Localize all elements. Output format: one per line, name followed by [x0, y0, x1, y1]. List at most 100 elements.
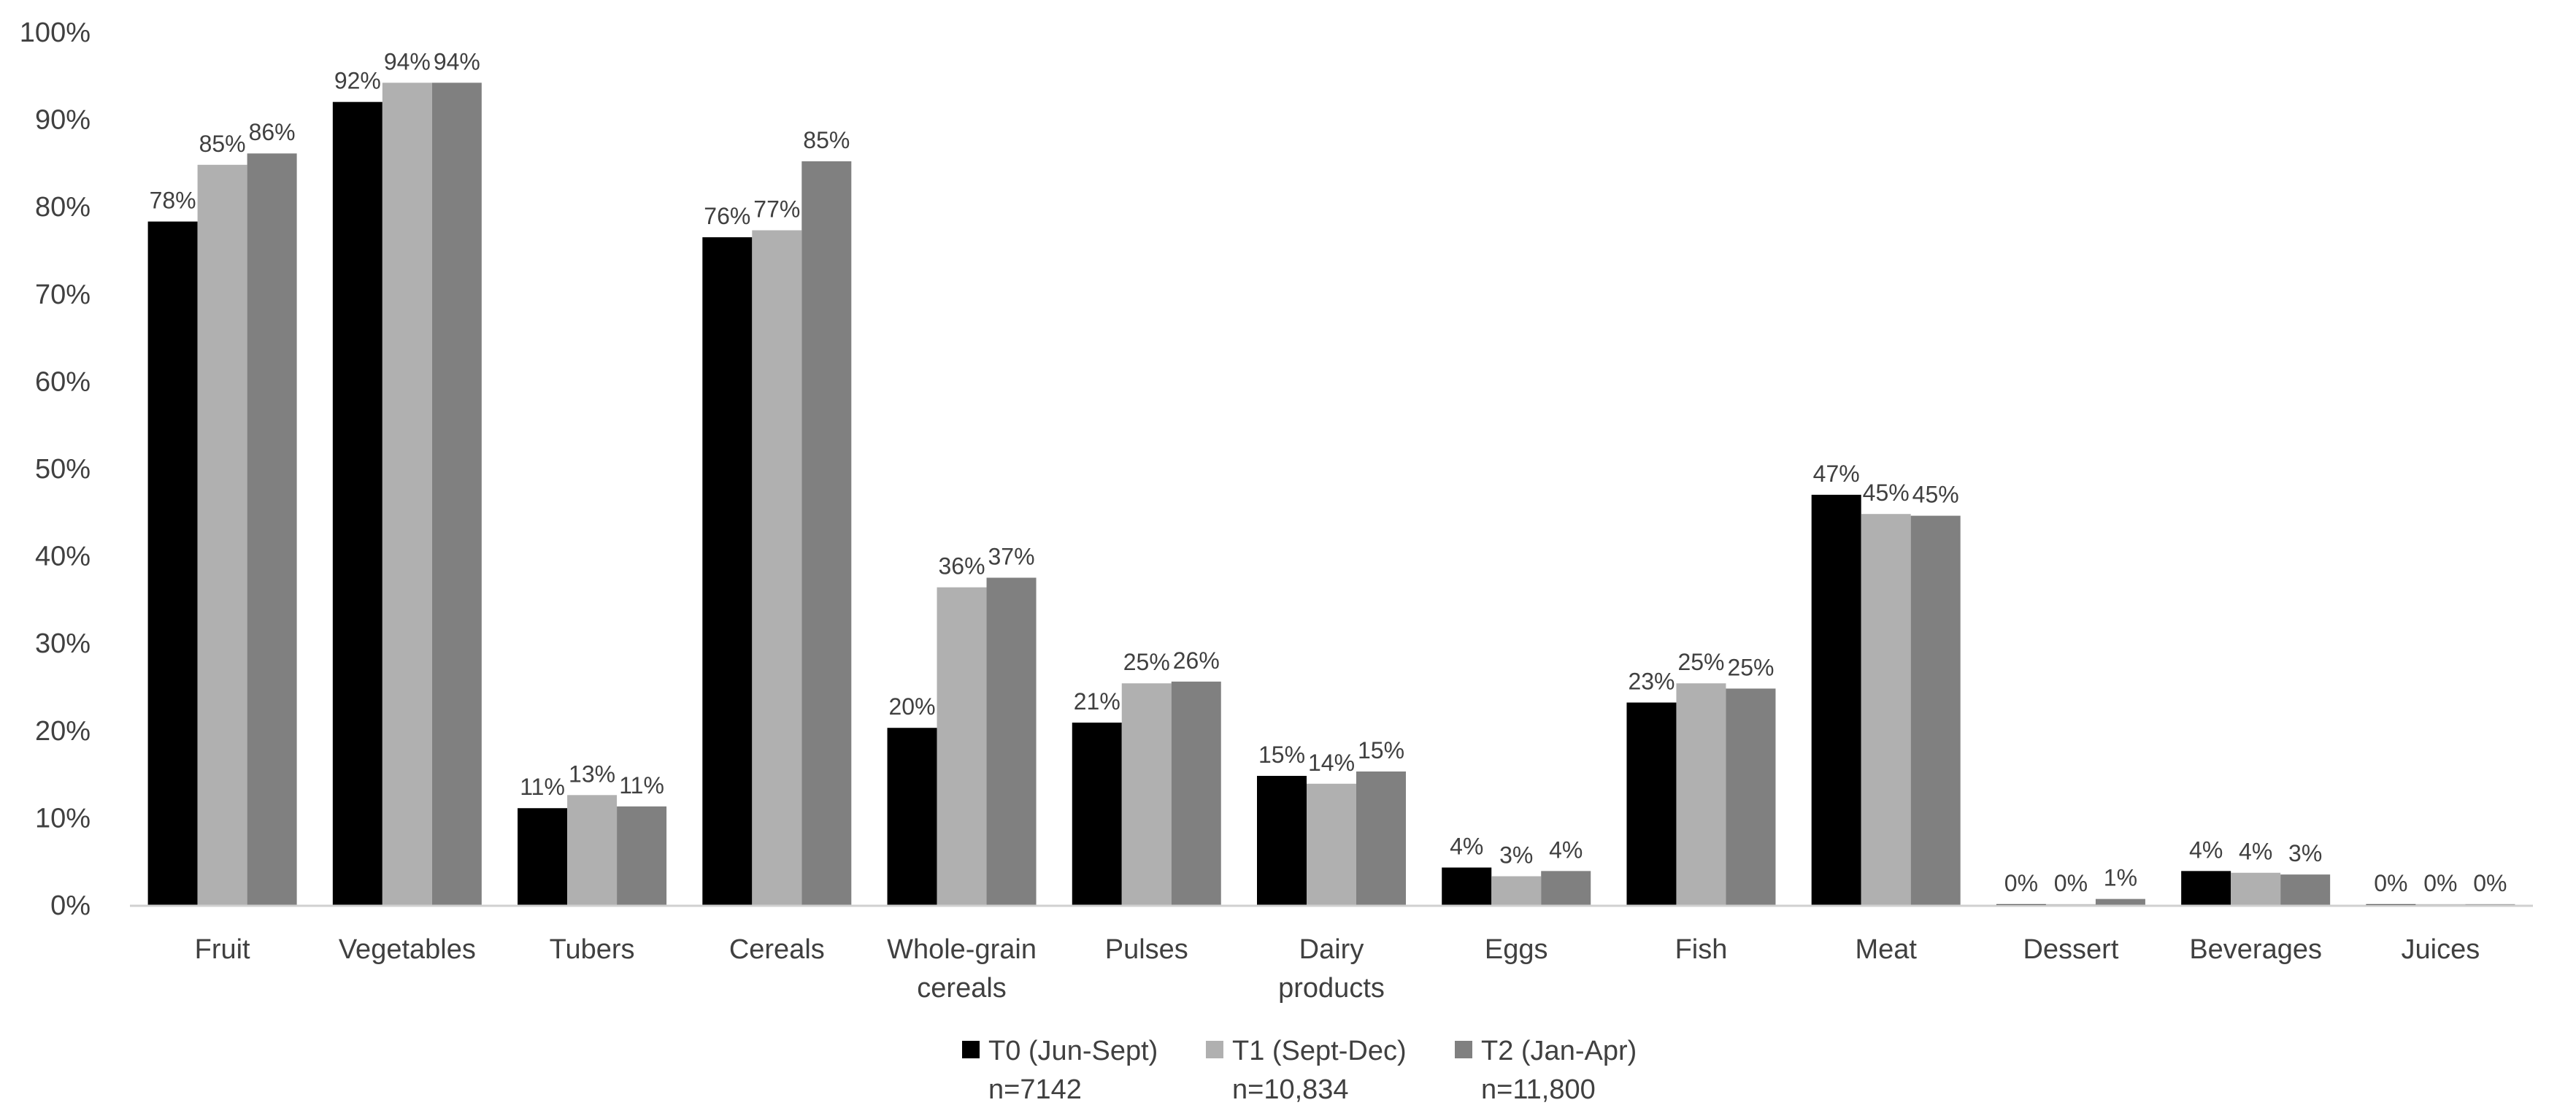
bar — [1861, 514, 1911, 905]
y-tick-label: 50% — [35, 454, 91, 485]
bar — [567, 795, 618, 905]
bar — [2415, 904, 2466, 905]
x-tick-label: Eggs — [1485, 934, 1548, 965]
x-tick-label: Whole-grain — [887, 934, 1037, 965]
bar — [1307, 783, 1356, 905]
x-tick-label: Cereals — [729, 934, 825, 965]
bar — [2181, 871, 2231, 905]
data-label: 4% — [2189, 836, 2223, 863]
data-label: 77% — [753, 196, 800, 222]
bar — [1996, 904, 2046, 905]
bar — [1356, 771, 1406, 905]
x-tick-label: products — [1278, 973, 1385, 1004]
data-label: 3% — [1499, 842, 1533, 869]
data-label: 14% — [1308, 750, 1355, 776]
bar — [1910, 515, 1961, 905]
bar — [702, 237, 753, 905]
legend-sample-size: n=10,834 — [1232, 1074, 1349, 1105]
legend-label: T1 (Sept-Dec) — [1232, 1036, 1407, 1066]
bar — [1442, 867, 1492, 905]
y-tick-label: 0% — [50, 890, 91, 921]
data-label: 76% — [704, 203, 750, 229]
bar — [1171, 681, 1221, 905]
data-label: 0% — [2473, 870, 2507, 896]
x-tick-label: Vegetables — [339, 934, 476, 965]
data-label: 45% — [1912, 482, 1959, 508]
x-tick-label: Meat — [1855, 934, 1917, 965]
bar — [2231, 872, 2281, 905]
data-label: 15% — [1358, 737, 1404, 763]
bar — [1257, 775, 1307, 905]
bar — [2045, 904, 2096, 905]
bar — [332, 101, 382, 906]
data-label: 92% — [334, 68, 381, 94]
data-label: 26% — [1173, 647, 1220, 674]
bar — [1491, 876, 1542, 905]
x-tick-label: cereals — [917, 973, 1007, 1004]
y-axis: 0% 10% 20% 30% 40% 50% 60% 70% 80% 90% 100% — [20, 18, 91, 921]
data-label: 4% — [2239, 839, 2272, 865]
bar — [1626, 702, 1677, 905]
x-tick-label: Dairy — [1299, 934, 1364, 965]
legend-label: T2 (Jan-Apr) — [1481, 1036, 1637, 1066]
bar — [801, 161, 852, 905]
data-label: 45% — [1863, 480, 1910, 506]
data-labels: 78%85% 86%92%94% 94%11% 13% 11%76% 77%85%20%3… — [150, 48, 2507, 896]
x-tick-label: Fruit — [195, 934, 250, 965]
bar — [147, 221, 198, 906]
data-label: 23% — [1628, 669, 1675, 695]
bar — [431, 82, 482, 905]
bar — [1072, 723, 1122, 905]
x-axis: Fruit Vegetables Tubers Cereals Whole-grain c… — [195, 934, 2480, 1004]
data-label: 20% — [889, 693, 936, 720]
y-tick-label: 100% — [20, 18, 91, 48]
data-label: 1% — [2104, 865, 2137, 891]
y-tick-label: 70% — [35, 280, 91, 310]
bar — [2366, 904, 2416, 905]
x-tick-label: Pulses — [1105, 934, 1188, 965]
legend-sample-size: n=11,800 — [1481, 1074, 1596, 1105]
data-label: 85% — [803, 127, 850, 153]
data-label: 25% — [1727, 654, 1774, 680]
bars — [147, 82, 2515, 906]
data-label: 4% — [1549, 836, 1583, 863]
data-label: 86% — [249, 119, 296, 145]
x-tick-label: Dessert — [2023, 934, 2118, 965]
x-tick-label: Tubers — [550, 934, 635, 965]
data-label: 85% — [199, 131, 246, 157]
bar — [937, 587, 987, 905]
bar — [1121, 683, 1172, 905]
data-label: 3% — [2288, 840, 2322, 866]
bar — [2280, 874, 2331, 905]
bar — [887, 728, 937, 905]
bar — [986, 577, 1037, 905]
bar — [2465, 904, 2515, 905]
data-label: 13% — [569, 761, 615, 787]
data-label: 4% — [1450, 834, 1483, 860]
x-tick-label: Fish — [1675, 934, 1728, 965]
data-label: 25% — [1123, 649, 1170, 675]
bar — [1676, 683, 1726, 905]
bar — [2095, 898, 2145, 905]
bar — [617, 806, 667, 905]
data-label: 21% — [1074, 688, 1120, 715]
data-label: 37% — [988, 544, 1035, 570]
bar — [1726, 688, 1776, 905]
legend-label: T0 (Jun-Sept) — [988, 1036, 1158, 1066]
data-label: 0% — [2423, 870, 2457, 896]
legend-swatch — [1206, 1041, 1223, 1058]
x-tick-label: Beverages — [2189, 934, 2322, 965]
bar — [1541, 871, 1591, 905]
data-label: 94% — [384, 48, 431, 74]
y-tick-label: 10% — [35, 803, 91, 834]
bar — [1811, 494, 1861, 905]
data-label: 11% — [619, 772, 664, 798]
data-label: 94% — [434, 48, 480, 74]
legend-swatch — [962, 1041, 980, 1058]
y-tick-label: 80% — [35, 192, 91, 223]
data-label: 36% — [939, 553, 985, 580]
bar — [197, 164, 247, 906]
y-tick-label: 30% — [35, 628, 91, 659]
